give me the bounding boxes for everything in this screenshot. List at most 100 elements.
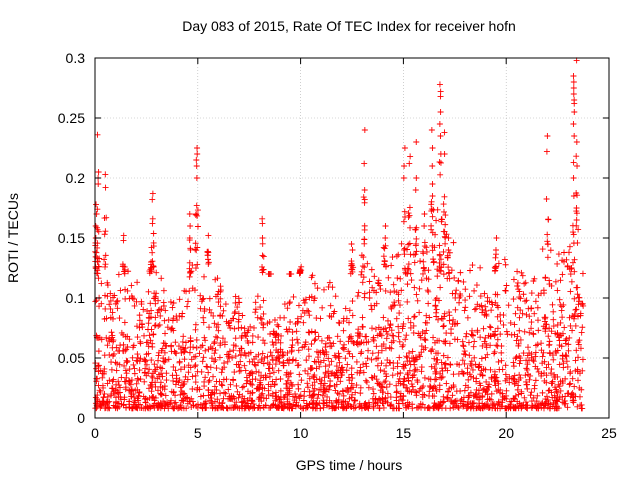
data-point: [160, 287, 167, 294]
data-point: [521, 280, 528, 287]
data-point: [541, 370, 548, 377]
data-point: [151, 397, 158, 404]
data-point: [394, 275, 401, 282]
data-point: [533, 398, 540, 405]
data-point: [456, 299, 463, 306]
data-point: [128, 282, 135, 289]
data-point: [276, 358, 283, 365]
data-point: [579, 270, 586, 277]
data-point: [574, 192, 581, 199]
data-point: [411, 357, 418, 364]
data-point: [407, 224, 414, 231]
data-point: [423, 312, 430, 319]
data-point: [247, 349, 254, 356]
data-point: [398, 240, 405, 247]
data-point: [242, 332, 249, 339]
data-point: [154, 309, 161, 316]
data-point: [108, 329, 115, 336]
data-point: [357, 384, 364, 391]
data-point: [383, 384, 390, 391]
data-point: [418, 343, 425, 350]
data-point: [436, 121, 443, 127]
data-point: [514, 282, 521, 289]
data-point: [404, 281, 411, 288]
data-point: [469, 327, 476, 334]
data-point: [510, 395, 517, 402]
data-point: [229, 396, 236, 403]
data-point: [487, 342, 494, 349]
data-point: [410, 251, 417, 258]
data-point: [488, 307, 495, 314]
data-point: [260, 374, 267, 381]
data-point: [539, 353, 546, 360]
data-point: [438, 218, 445, 225]
data-point: [302, 405, 309, 412]
data-point: [332, 354, 339, 361]
data-point: [227, 381, 234, 388]
data-point: [186, 211, 193, 217]
data-point: [484, 294, 491, 301]
data-point: [547, 350, 554, 357]
data-point: [405, 377, 412, 384]
data-point: [464, 314, 471, 321]
data-point: [243, 333, 250, 340]
data-point: [244, 329, 251, 336]
data-point: [309, 392, 316, 399]
data-point: [430, 258, 437, 265]
data-point: [219, 400, 226, 407]
data-point: [460, 278, 467, 285]
data-point: [143, 361, 150, 368]
data-point: [462, 351, 469, 358]
data-point: [189, 285, 196, 292]
data-point: [416, 352, 423, 359]
data-point: [183, 394, 190, 401]
data-point: [155, 357, 162, 364]
data-point: [550, 308, 557, 315]
data-point: [170, 363, 177, 370]
data-point: [305, 308, 312, 315]
data-point: [177, 346, 184, 353]
data-point: [430, 256, 437, 263]
data-point: [547, 370, 554, 377]
data-point: [412, 226, 419, 233]
data-point: [578, 386, 585, 393]
data-point: [336, 353, 343, 360]
data-point: [388, 305, 395, 312]
data-point: [323, 351, 330, 358]
data-point: [436, 159, 443, 166]
data-point: [265, 365, 272, 372]
data-point: [106, 405, 113, 412]
data-point: [104, 380, 111, 387]
data-point: [159, 365, 166, 372]
data-point: [384, 399, 391, 406]
data-point: [494, 325, 501, 332]
data-point: [173, 313, 180, 320]
data-point: [216, 399, 223, 406]
data-point: [368, 325, 375, 332]
data-point: [345, 401, 352, 408]
data-point: [318, 337, 325, 344]
data-point: [438, 359, 445, 366]
data-point: [434, 273, 441, 280]
data-point: [178, 388, 185, 395]
data-point: [564, 263, 571, 270]
data-point: [172, 349, 179, 356]
data-point: [439, 373, 446, 380]
data-point: [440, 201, 447, 208]
data-point: [141, 369, 148, 376]
data-point: [465, 393, 472, 400]
data-point: [265, 392, 272, 399]
data-point: [511, 321, 518, 328]
data-point: [433, 376, 440, 383]
data-point: [155, 297, 162, 304]
data-point: [312, 329, 319, 336]
data-point: [149, 393, 156, 400]
data-point: [422, 344, 429, 351]
data-point: [426, 314, 433, 321]
data-point: [437, 171, 444, 178]
data-point: [451, 274, 458, 281]
data-point: [562, 340, 569, 347]
data-point: [172, 367, 179, 374]
data-point: [498, 349, 505, 356]
data-point: [437, 284, 444, 291]
